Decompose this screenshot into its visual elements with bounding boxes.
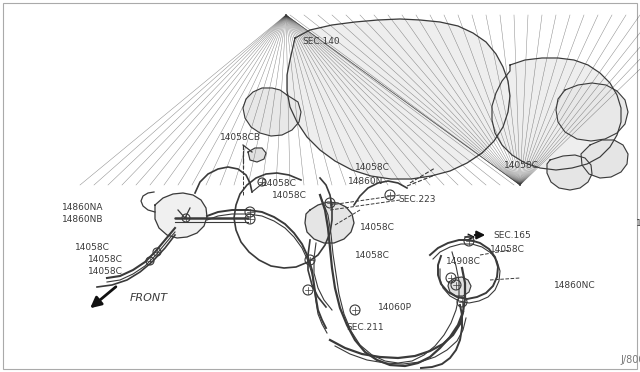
Text: 14058C: 14058C: [636, 219, 640, 228]
Polygon shape: [547, 155, 592, 190]
Text: 14058C: 14058C: [272, 192, 307, 201]
Text: 14860NC: 14860NC: [554, 280, 596, 289]
Polygon shape: [155, 193, 207, 238]
Text: 14058C: 14058C: [355, 250, 390, 260]
Text: 14058C: 14058C: [88, 256, 123, 264]
Text: 14058C: 14058C: [355, 164, 390, 173]
Polygon shape: [243, 88, 301, 136]
Text: 14060P: 14060P: [378, 302, 412, 311]
Text: 14908C: 14908C: [446, 257, 481, 266]
Polygon shape: [581, 140, 628, 178]
Text: 14860NA: 14860NA: [62, 203, 104, 212]
Polygon shape: [248, 148, 266, 162]
Text: SEC.223: SEC.223: [398, 196, 435, 205]
Text: 14058C: 14058C: [262, 179, 297, 187]
Polygon shape: [448, 277, 471, 296]
Text: 14860NB: 14860NB: [62, 215, 104, 224]
Polygon shape: [556, 83, 628, 141]
Text: 14860N: 14860N: [348, 177, 383, 186]
Text: 14058C: 14058C: [75, 243, 110, 251]
Text: SEC.165: SEC.165: [493, 231, 531, 240]
Text: 14058C: 14058C: [490, 246, 525, 254]
Polygon shape: [287, 19, 510, 179]
Text: 14058CB: 14058CB: [220, 134, 261, 142]
Text: FRONT: FRONT: [130, 293, 168, 303]
Text: 14058C: 14058C: [88, 267, 123, 276]
Polygon shape: [492, 58, 621, 170]
Polygon shape: [305, 202, 354, 243]
Text: J/800: J/800: [620, 355, 640, 365]
Text: 14058C: 14058C: [360, 224, 395, 232]
Text: SEC.211: SEC.211: [346, 324, 383, 333]
Text: 14058C: 14058C: [504, 160, 539, 170]
Text: SEC.140: SEC.140: [302, 38, 340, 46]
